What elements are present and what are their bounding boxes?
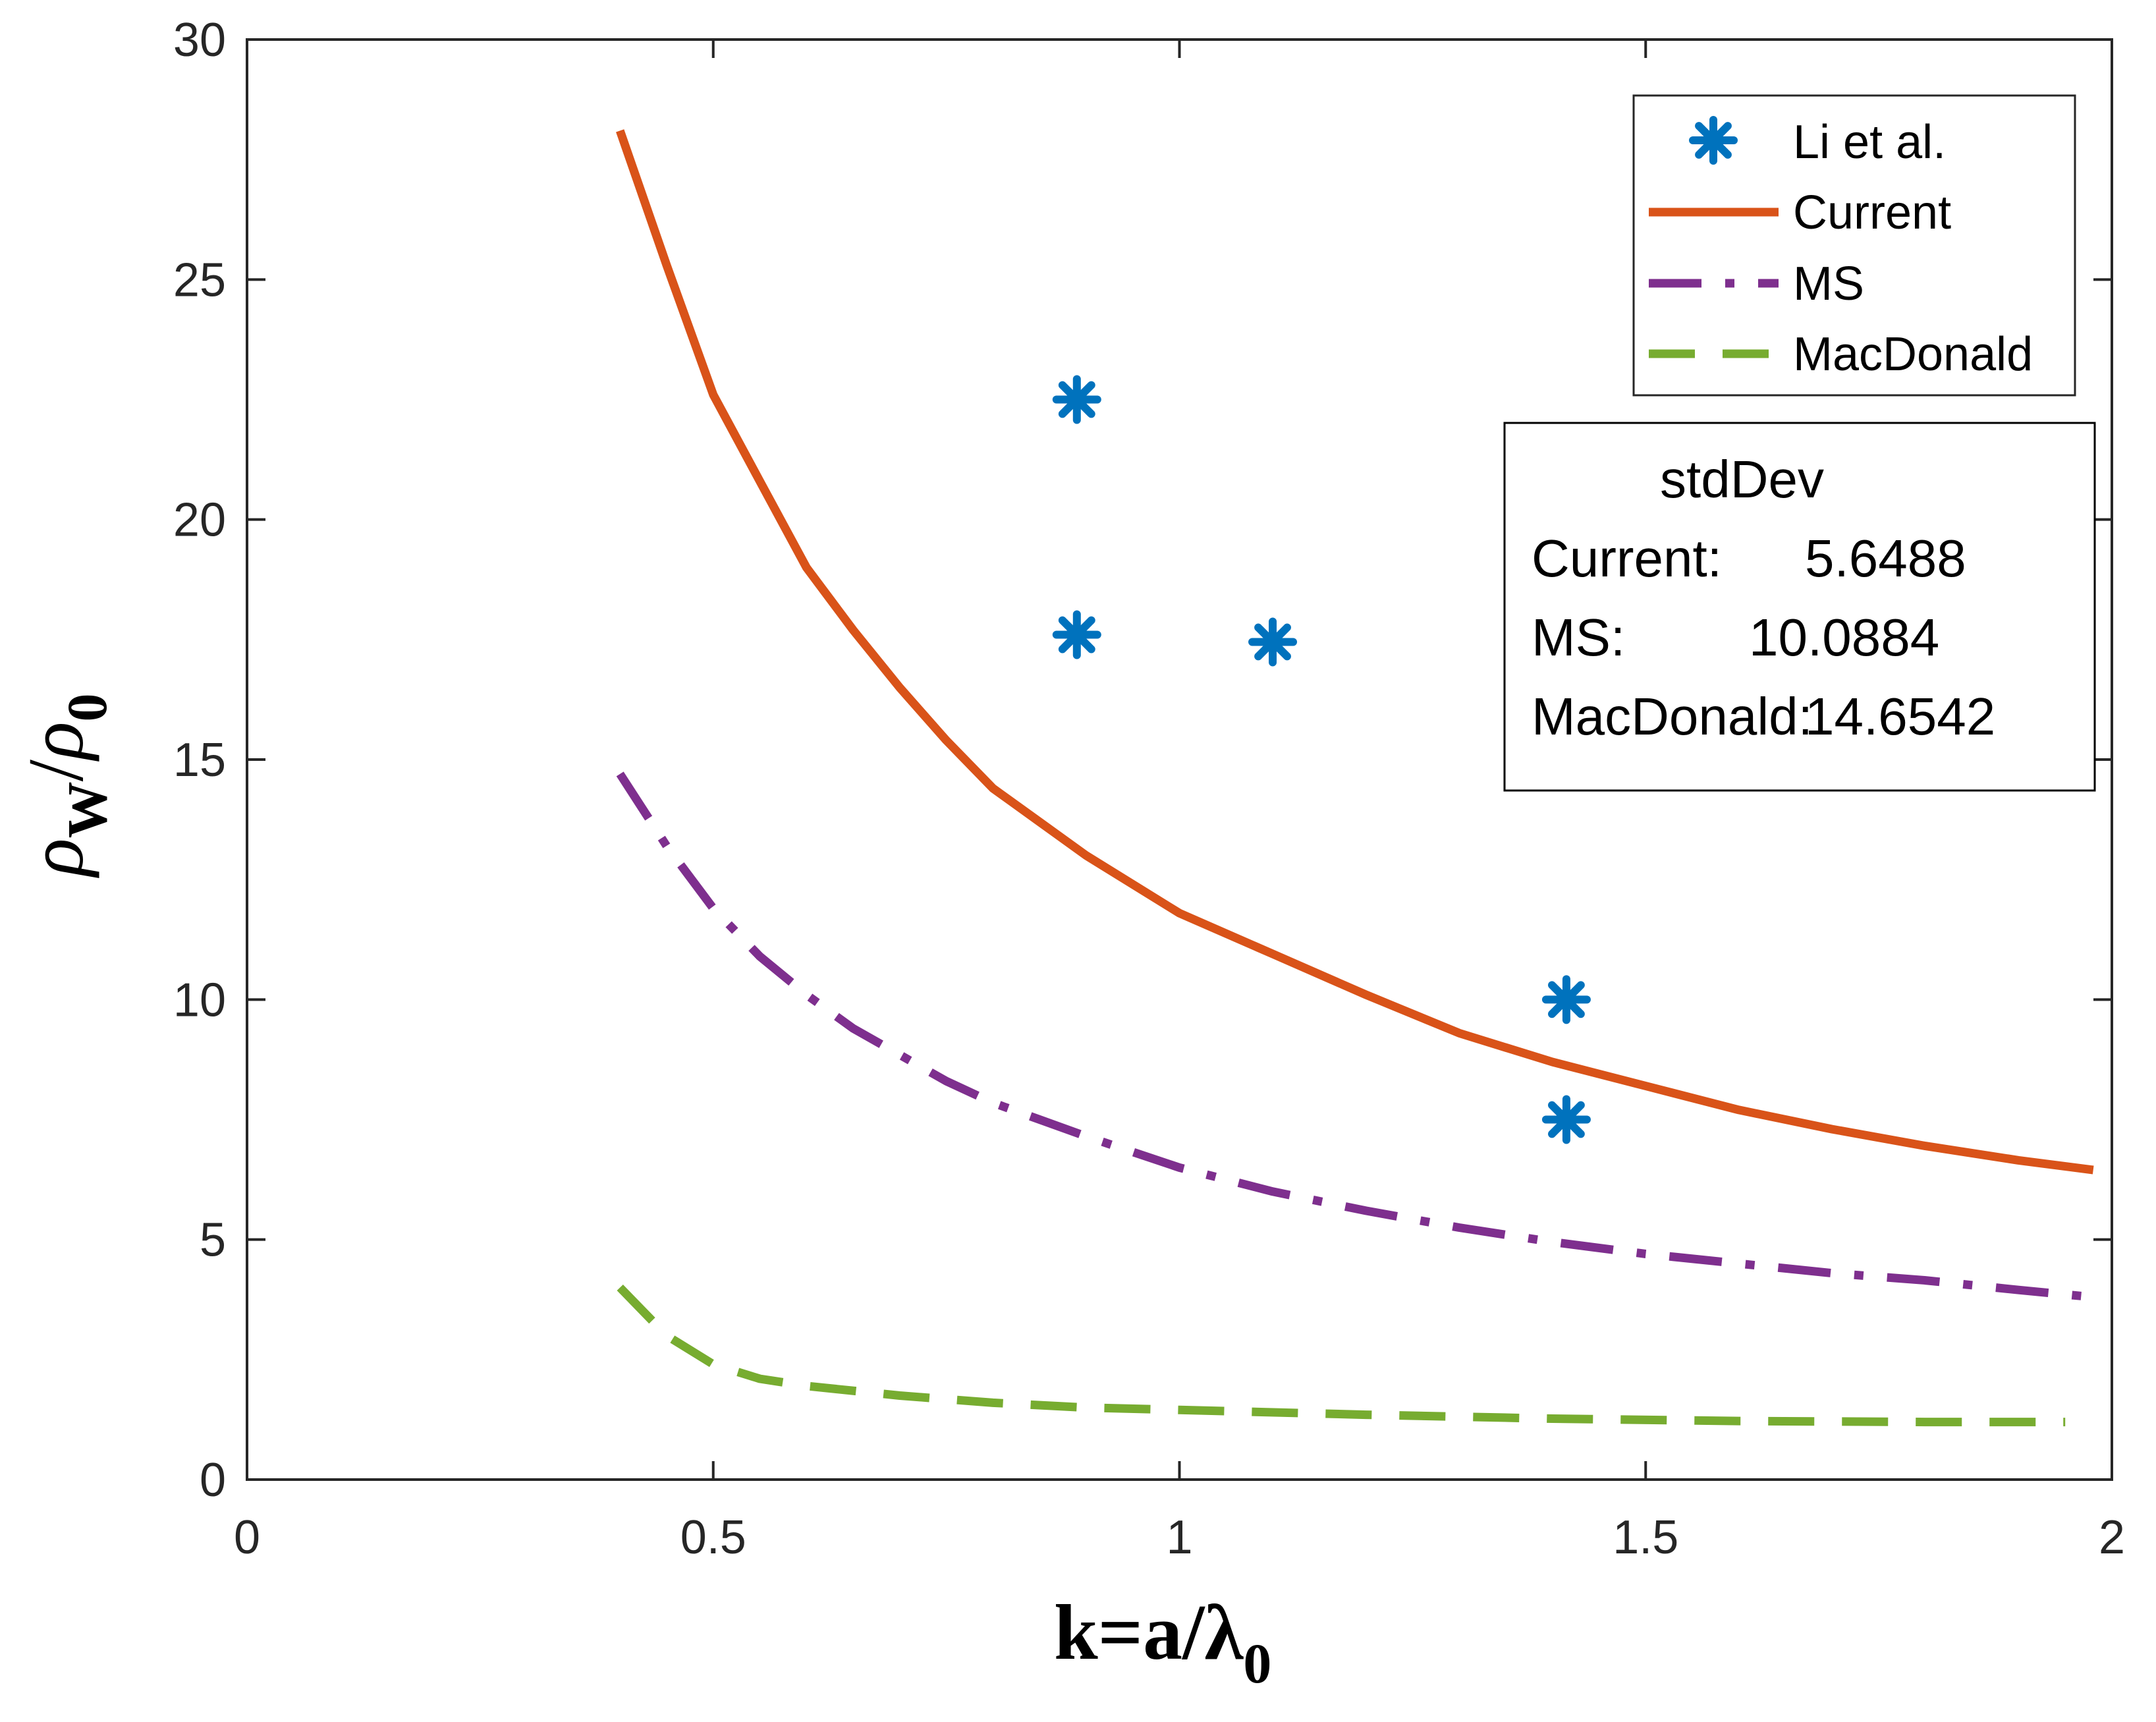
y-tick-label: 25 xyxy=(173,254,226,306)
asterisk-core xyxy=(1263,632,1283,652)
data-point-li-et-al xyxy=(1541,975,1591,1024)
stddev-ms-label: MS: xyxy=(1532,608,1625,667)
plot-markers xyxy=(1052,375,1591,1144)
y-axis-label-rho: ρ xyxy=(12,838,99,879)
y-tick-label: 15 xyxy=(173,734,226,787)
series-line-macdonald xyxy=(617,1284,2066,1427)
x-axis-label-subscript: 0 xyxy=(1243,1632,1271,1695)
asterisk-core xyxy=(1067,625,1086,644)
y-tick-label: 20 xyxy=(173,494,226,547)
y-axis-label: ρW/ρ0 xyxy=(12,693,119,879)
legend: Li et al. Current MS MacDonald xyxy=(1632,94,2076,397)
stddev-title: stdDev xyxy=(1660,450,1824,509)
stddev-macdonald-label: MacDonald: xyxy=(1532,687,1813,746)
stddev-macdonald-value: 14.6542 xyxy=(1805,687,1995,746)
y-axis-label-subscript-0: 0 xyxy=(55,693,119,721)
asterisk-core xyxy=(1557,990,1576,1009)
stddev-current-value: 5.6488 xyxy=(1805,529,1966,588)
asterisk-core xyxy=(1067,390,1086,409)
x-tick-label: 1 xyxy=(1166,1511,1192,1564)
legend-label-li-et-al: Li et al. xyxy=(1793,116,1946,169)
series-line-current xyxy=(616,129,2094,1175)
asterisk-core xyxy=(1557,1110,1576,1129)
data-point-li-et-al xyxy=(1052,610,1101,659)
y-axis-label-slash: / xyxy=(12,759,99,781)
x-tick-label: 1.5 xyxy=(1613,1511,1678,1564)
data-point-li-et-al xyxy=(1248,617,1298,667)
legend-label-macdonald: MacDonald xyxy=(1793,328,2033,381)
x-tick-label: 0.5 xyxy=(680,1511,746,1564)
y-tick-label: 30 xyxy=(173,14,226,67)
asterisk-core xyxy=(1704,131,1723,150)
series-line-ms xyxy=(616,771,2094,1302)
y-tick-label: 10 xyxy=(173,974,226,1026)
x-axis-label-main: k=a/λ xyxy=(1054,1588,1244,1676)
legend-label-current: Current xyxy=(1793,186,1951,239)
stddev-box xyxy=(1503,422,2096,792)
legend-label-ms: MS xyxy=(1793,258,1864,310)
x-tick-label: 2 xyxy=(2099,1511,2125,1564)
stddev-current-label: Current: xyxy=(1532,529,1722,588)
plot-lines xyxy=(616,129,2094,1427)
legend-symbol-li-et-al xyxy=(1689,116,1738,165)
y-axis-label-subscript-w: W xyxy=(55,781,119,838)
legend-marker-asterisk xyxy=(1689,116,1738,165)
stddev-annotation: stdDev Current: 5.6488 MS: 10.0884 MacDo… xyxy=(1503,422,2096,792)
x-tick-label: 0 xyxy=(234,1511,260,1564)
y-tick-label: 0 xyxy=(200,1454,226,1507)
x-axis-label: k=a/λ0 xyxy=(1054,1588,1271,1695)
y-axis-label-rho-0: ρ xyxy=(12,721,99,762)
y-tick-label: 5 xyxy=(200,1214,226,1267)
data-point-li-et-al xyxy=(1052,375,1101,424)
axis-ticks xyxy=(246,38,2113,1481)
stddev-ms-value: 10.0884 xyxy=(1749,608,1939,667)
data-point-li-et-al xyxy=(1541,1095,1591,1144)
